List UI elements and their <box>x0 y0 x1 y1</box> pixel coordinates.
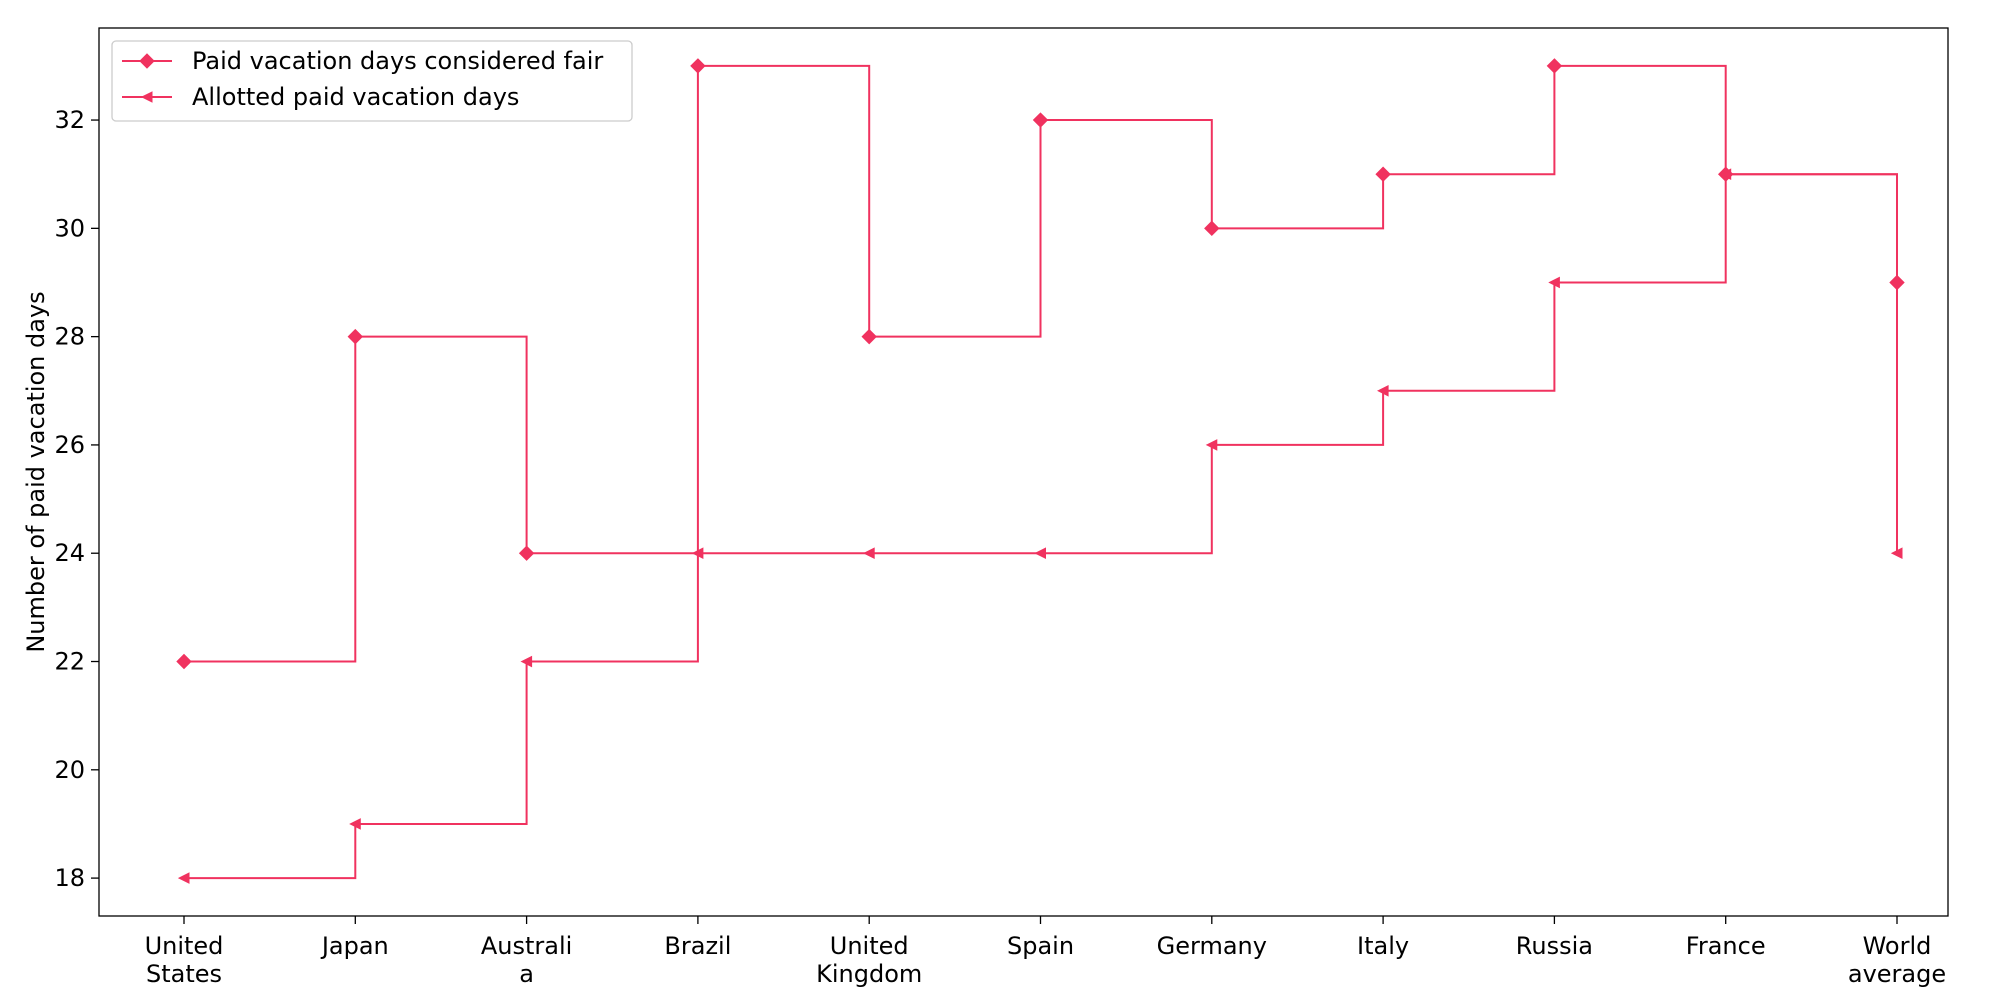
y-tick-label: 22 <box>54 648 85 676</box>
x-tick-label: Germany <box>1157 932 1267 960</box>
data-point <box>177 872 190 884</box>
plot-frame <box>98 27 1949 917</box>
data-point <box>518 545 535 561</box>
y-tick-label: 28 <box>54 323 85 351</box>
legend-label: Allotted paid vacation days <box>192 83 519 111</box>
legend-box <box>111 40 633 122</box>
legend-marker <box>139 53 155 69</box>
data-point <box>863 547 875 560</box>
data-point <box>691 547 704 560</box>
x-tick-label: United States <box>145 932 224 988</box>
x-tick-label: Russia <box>1516 932 1593 960</box>
x-tick-label: World average <box>1848 932 1946 988</box>
data-point <box>861 328 877 345</box>
x-axis: United States Japan Australi a Brazil United Ki… <box>145 916 1946 988</box>
y-axis: 18 20 22 24 26 28 30 32 <box>54 106 99 892</box>
x-tick-label: Spain <box>1007 932 1074 960</box>
series-line <box>184 173 1898 880</box>
data-point <box>1376 384 1389 397</box>
data-point <box>690 58 706 74</box>
data-point <box>1719 168 1732 181</box>
series-1 <box>176 58 1905 670</box>
series-layer <box>176 58 1905 884</box>
data-point <box>1205 439 1218 451</box>
y-axis-title: Number of paid vacation days <box>22 291 50 652</box>
x-tick-label: Japan <box>320 932 389 960</box>
legend-label: Paid vacation days considered fair <box>192 47 603 75</box>
x-tick-label: Australi a <box>481 932 572 988</box>
y-tick-label: 20 <box>54 756 85 784</box>
data-point <box>1890 547 1903 560</box>
data-point <box>176 653 192 670</box>
x-tick-label: France <box>1686 932 1766 960</box>
legend: Paid vacation days considered fair Allott… <box>111 40 633 122</box>
data-point <box>1375 166 1391 182</box>
data-point <box>349 818 361 830</box>
y-tick-label: 24 <box>54 539 85 567</box>
x-tick-label: United Kingdom <box>816 932 922 988</box>
data-point <box>1204 220 1220 237</box>
data-point <box>347 328 364 345</box>
y-tick-label: 30 <box>54 214 85 242</box>
y-tick-label: 18 <box>54 864 85 892</box>
x-tick-label: Italy <box>1357 932 1409 960</box>
y-tick-label: 26 <box>54 431 85 459</box>
series-2 <box>177 168 1903 884</box>
data-point <box>1034 547 1046 560</box>
x-tick-label: Brazil <box>664 932 731 960</box>
data-point <box>1032 112 1049 128</box>
data-point <box>1546 58 1563 74</box>
y-tick-label: 32 <box>54 106 85 134</box>
legend-marker <box>140 91 153 103</box>
data-point <box>1548 276 1560 289</box>
data-point <box>520 655 533 668</box>
